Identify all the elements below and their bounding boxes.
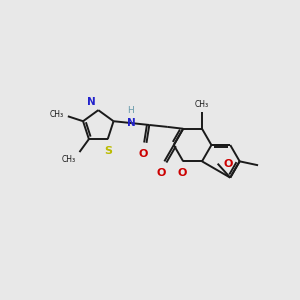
- Text: O: O: [157, 168, 166, 178]
- Text: CH₃: CH₃: [61, 155, 76, 164]
- Text: O: O: [139, 149, 148, 159]
- Text: N: N: [127, 118, 136, 128]
- Text: O: O: [178, 168, 187, 178]
- Text: S: S: [105, 146, 113, 156]
- Text: N: N: [87, 97, 95, 107]
- Text: CH₃: CH₃: [195, 100, 209, 109]
- Text: H: H: [127, 106, 134, 115]
- Text: CH₃: CH₃: [50, 110, 64, 119]
- Text: O: O: [224, 159, 233, 169]
